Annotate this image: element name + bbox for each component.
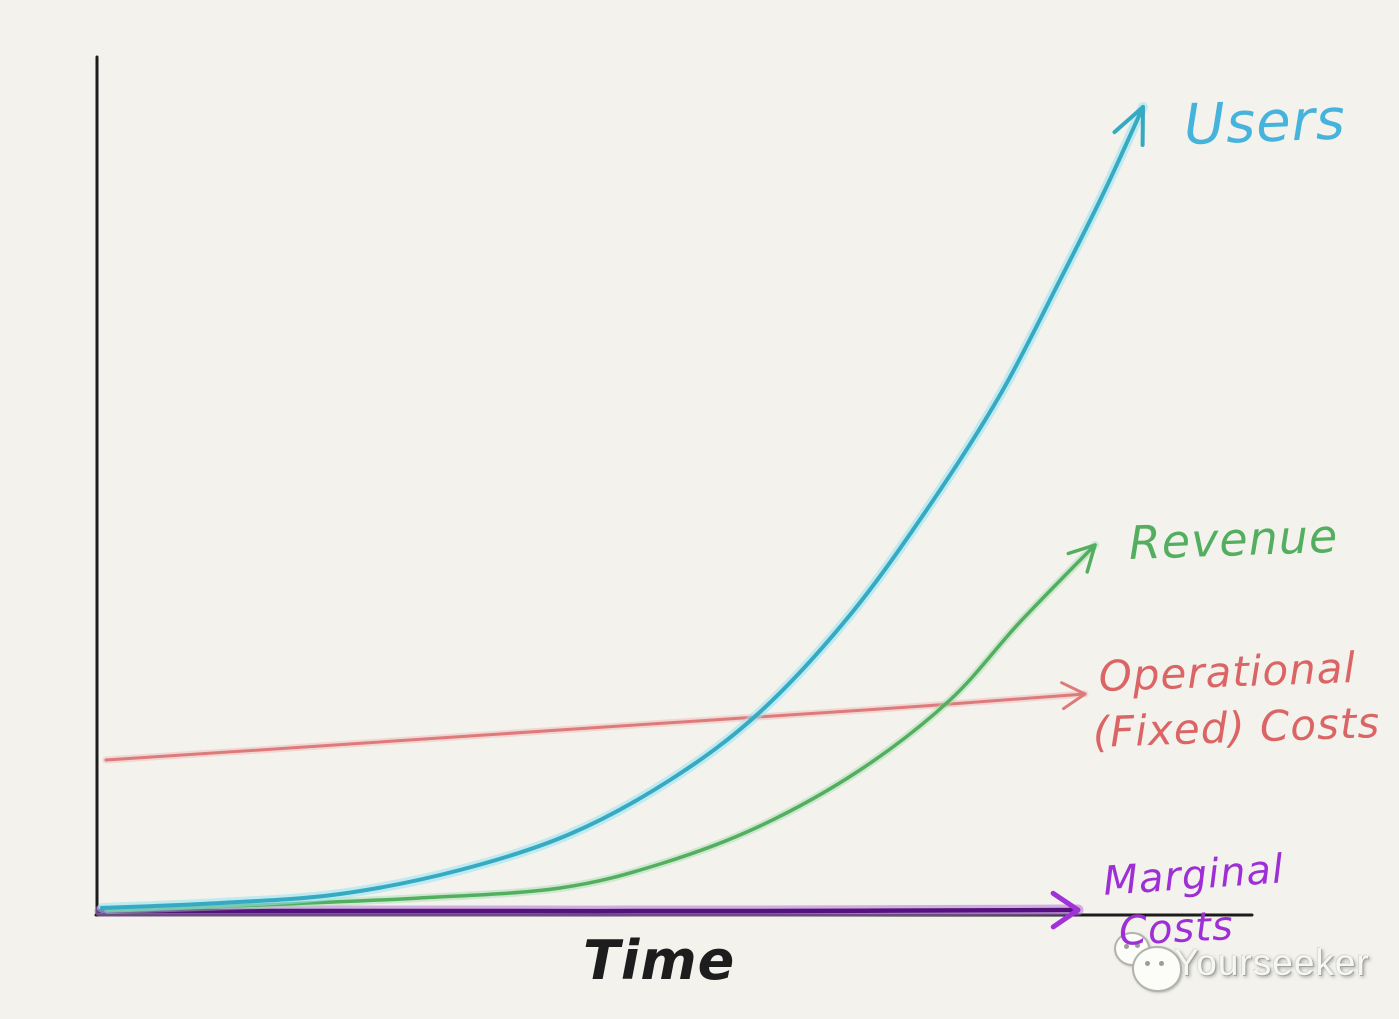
- revenue-series-label: Revenue: [1127, 508, 1340, 570]
- users-series-label: Users: [1182, 87, 1347, 158]
- revenue-arrowhead: [1066, 543, 1097, 574]
- wechat-bubble-big: [1132, 946, 1182, 992]
- wechat-icon: [1112, 932, 1182, 1004]
- users-halo: [97, 102, 1148, 913]
- users-curve: [100, 105, 1145, 910]
- operational-costs-label-line1: Operational: [1097, 643, 1357, 701]
- watermark-text: Yourseeker: [1174, 942, 1370, 983]
- x-axis-label-time: Time: [583, 929, 736, 992]
- users-arrowhead: [1112, 105, 1145, 147]
- operational-fixed-costs-curve: [104, 692, 1087, 762]
- revenue-curve: [106, 543, 1097, 912]
- marginal-costs-arrowhead: [1050, 890, 1081, 930]
- operational-costs-label-line2: (Fixed) Costs: [1091, 697, 1381, 757]
- operational-fixed-costs-arrowhead: [1060, 681, 1087, 711]
- marginal-costs-label-line2: Costs: [1117, 902, 1235, 955]
- marginal-costs-curve: [97, 907, 1081, 914]
- marginal-costs-label-line1: Marginal: [1101, 846, 1286, 905]
